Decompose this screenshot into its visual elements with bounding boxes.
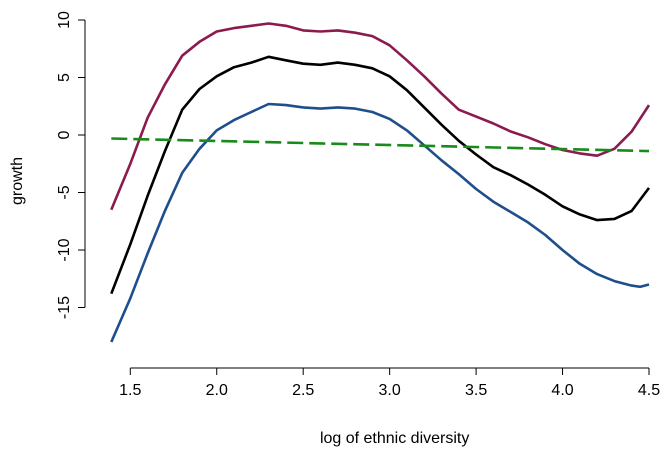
series-line-4 [111, 137, 650, 153]
x-tick-label: 4.5 [638, 382, 660, 399]
x-ticks: 1.5 2.0 2.5 3.0 3.5 4.0 4.5 [119, 368, 660, 399]
y-tick-label: -10 [56, 238, 73, 261]
axes: 10 5 0 -5 -10 -15 1.5 2.0 2.5 3.0 3.5 4.0 4.5 [56, 11, 660, 399]
y-tick-label: 10 [56, 11, 73, 29]
x-tick-label: 1.5 [119, 382, 141, 399]
y-tick-label: -15 [56, 296, 73, 319]
x-tick-label: 3.5 [465, 382, 487, 399]
series-line-1 [110, 22, 651, 211]
y-tick-label: 0 [56, 130, 73, 139]
y-tick-label: -5 [56, 185, 73, 199]
x-axis-title: log of ethnic diversity [320, 430, 469, 447]
y-ticks: 10 5 0 -5 -10 -15 [56, 11, 85, 319]
x-tick-label: 2.0 [206, 382, 228, 399]
series-line-3 [110, 102, 650, 343]
y-tick-label: 5 [56, 73, 73, 82]
x-tick-label: 4.0 [551, 382, 573, 399]
x-tick-label: 3.0 [379, 382, 401, 399]
series-layer [110, 22, 651, 343]
x-tick-label: 2.5 [292, 382, 314, 399]
series-line-2 [110, 55, 651, 295]
y-axis-title: growth [9, 157, 26, 205]
